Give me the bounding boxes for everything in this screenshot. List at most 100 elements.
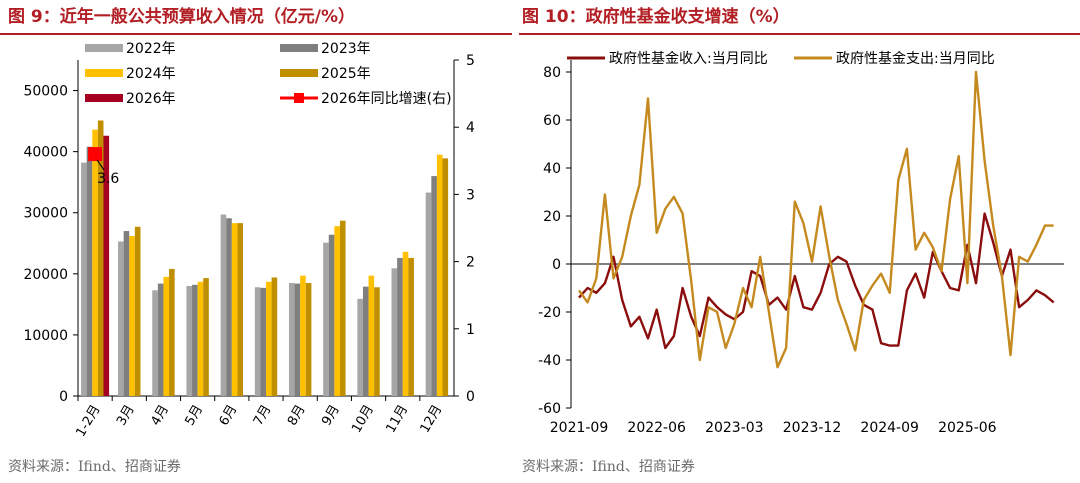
x-tick-label: 1-2月 [73,403,103,440]
bar [163,276,170,396]
bar-chart: 0 10000 20000 30000 40000 50000 0 1 2 3 4 5 1-2月 3月 4月… [23,41,475,440]
bar [226,218,232,396]
bar [397,257,403,396]
bar [129,235,135,396]
bar [442,158,449,396]
chart-panel-left: 图 9：近年一般公共预算收入情况（亿元/%） 0 10000 20000 30000 4… [0,0,519,483]
bar [271,277,278,396]
source-note: 资料来源：Ifind、招商证券 [8,459,181,475]
legend-label: 2026年同比增速(右) [321,91,452,107]
x-tick-label: 7月 [251,403,275,429]
x-tick-label: 3月 [114,403,138,429]
bar [300,275,306,396]
legend-label: 2023年 [321,41,371,57]
bar [203,278,209,396]
bar [186,286,193,396]
bar [328,234,335,396]
source-note: 资料来源：Ifind、招商证券 [522,459,695,475]
legend-swatch-marker [294,93,304,103]
x-tick-label: 2022-06 [627,420,686,436]
bar [103,135,110,396]
bar [134,226,141,396]
bar [197,281,204,396]
bar [436,154,443,396]
legend-swatch [85,69,123,77]
bar [231,223,238,396]
bar [157,283,164,396]
series-line [578,212,1055,350]
legend-swatch [280,69,318,77]
title-rule [519,33,1080,35]
y2-tick-label: 1 [466,322,475,338]
y-tick-label: 0 [59,389,68,405]
bar [169,268,175,396]
legend-swatch [280,44,318,52]
bar [408,257,414,396]
bar [118,241,124,396]
y-tick-label: 50000 [23,84,68,100]
legend-label: 政府性基金支出:当月同比 [836,50,995,67]
legend-swatch [85,44,123,52]
y2-tick-label: 2 [466,255,475,271]
x-tick-label: 2023-12 [783,420,842,436]
secondary-marker [88,147,103,162]
x-tick-label: 9月 [319,403,343,429]
x-tick-label: 6月 [217,403,241,429]
y-tick-label: 40 [543,161,561,177]
bar [220,214,227,396]
y2-tick-label: 0 [466,389,475,405]
x-tick-label: 5月 [182,403,206,429]
y2-tick-label: 4 [466,120,475,136]
bar [294,283,301,396]
y-tick-label: 80 [543,65,561,81]
y-tick-label: 10000 [23,328,68,344]
bar [305,282,312,396]
y2-tick-label: 5 [466,53,475,69]
chart-title: 图 10：政府性基金收支增速（%） [522,7,790,27]
x-tick-label: 8月 [285,403,309,429]
bar [362,286,369,396]
bar [431,176,437,396]
chart-title: 图 9：近年一般公共预算收入情况（亿元/%） [8,7,355,27]
legend-swatch [85,94,123,102]
y-tick-label: -40 [538,353,561,369]
bar [237,223,244,396]
y-tick-label: 20 [543,209,561,225]
bar [123,231,130,396]
bar [254,287,261,396]
legend-label: 2025年 [321,66,371,82]
x-tick-label: 2023-03 [705,420,764,436]
annotation-leader [96,159,105,171]
bar [357,298,363,396]
x-tick-label: 10月 [349,403,377,436]
y-tick-label: -20 [538,305,561,321]
legend-label: 2026年 [126,91,176,107]
legend-label: 2022年 [126,41,176,57]
x-tick-label: 11月 [383,403,411,436]
bar [323,242,329,396]
bar [192,284,198,396]
y2-tick-label: 3 [466,187,475,203]
y-tick-label: 0 [552,257,561,273]
legend-label: 政府性基金收入:当月同比 [609,50,768,67]
bar [334,226,340,396]
series-line [578,70,1054,369]
x-tick-label: 2025-06 [938,420,997,436]
bar [81,162,87,396]
bar [368,275,375,396]
bar [86,146,93,396]
x-tick-label: 4月 [148,403,172,429]
bar [374,287,380,396]
line-chart: -60 -40 -20 0 20 40 60 80 2021-09 2022-06 2023-03 2… [538,50,1064,436]
x-tick-label: 2021-09 [550,420,609,436]
bar [260,287,266,396]
y-tick-label: 40000 [23,145,68,161]
legend-label: 2024年 [126,66,176,82]
y-tick-label: 60 [543,113,561,129]
bar [266,281,272,396]
y-tick-label: -60 [538,401,561,417]
y-tick-label: 30000 [23,206,68,222]
bar [152,290,158,396]
bar [402,251,409,396]
chart-panel-right: 图 10：政府性基金收支增速（%） -60 -40 -20 0 20 40 60 80 2021… [519,0,1080,483]
